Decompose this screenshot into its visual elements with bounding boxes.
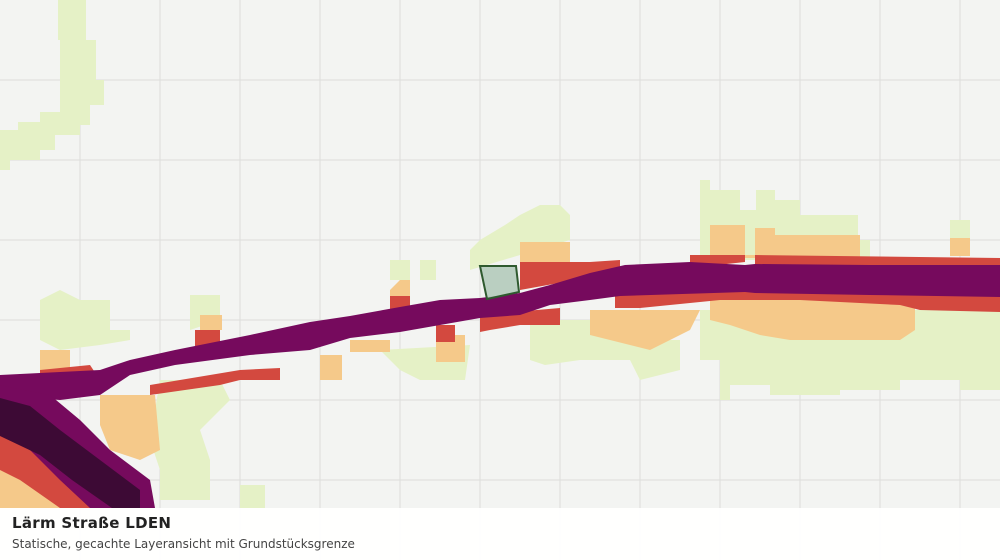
caption-title: Lärm Straße LDEN: [12, 514, 172, 532]
noise-zone-extreme: [0, 398, 140, 508]
parcel-boundary: [478, 265, 521, 301]
caption-panel: Lärm Straße LDEN Statische, gecachte Lay…: [0, 508, 1000, 560]
caption-subtitle: Statische, gecachte Layeransicht mit Gru…: [12, 537, 355, 551]
